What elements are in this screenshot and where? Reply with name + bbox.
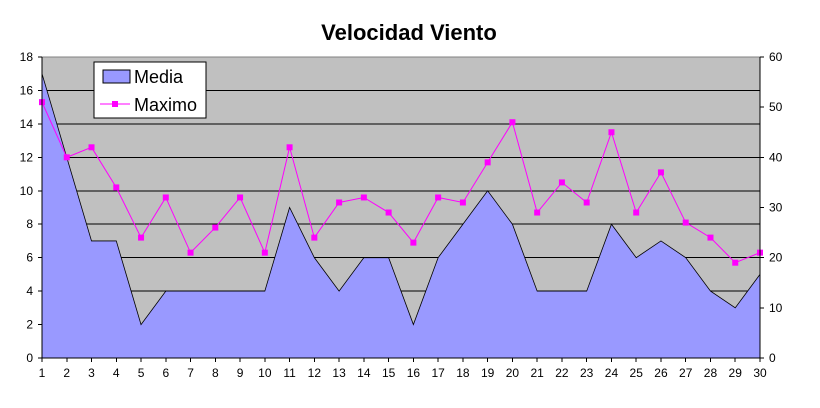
- x-tick-label: 2: [63, 366, 70, 380]
- x-tick-label: 1: [39, 366, 46, 380]
- x-tick-label: 27: [679, 366, 693, 380]
- x-tick-label: 16: [407, 366, 421, 380]
- x-tick-label: 10: [258, 366, 272, 380]
- series-maximo-point: [88, 144, 95, 151]
- x-tick-label: 25: [630, 366, 644, 380]
- series-maximo-point: [682, 219, 689, 226]
- series-maximo-point: [633, 209, 640, 216]
- series-maximo-point: [732, 259, 739, 266]
- x-tick-label: 6: [162, 366, 169, 380]
- series-maximo-point: [113, 184, 120, 191]
- x-tick-label: 17: [431, 366, 445, 380]
- y-tick-label-right: 50: [769, 100, 783, 114]
- series-maximo-point: [237, 194, 244, 201]
- y-tick-label-left: 4: [26, 284, 33, 298]
- y-tick-label-left: 8: [26, 217, 33, 231]
- legend-swatch-media: [102, 69, 131, 84]
- series-media-area: [41, 73, 761, 359]
- x-tick-label: 5: [138, 366, 145, 380]
- x-tick-label: 30: [753, 366, 767, 380]
- series-maximo-point: [385, 209, 392, 216]
- x-tick-label: 28: [704, 366, 718, 380]
- series-maximo-point: [212, 224, 219, 231]
- x-tick-label: 24: [605, 366, 619, 380]
- x-tick-label: 11: [283, 366, 296, 380]
- series-maximo-line: [41, 101, 761, 264]
- x-tick-label: 21: [530, 366, 544, 380]
- series-maximo-point: [484, 159, 491, 166]
- x-tick-label: 23: [580, 366, 594, 380]
- y-tick-label-right: 40: [769, 150, 783, 164]
- series-maximo-point: [286, 144, 293, 151]
- series-maximo-point: [138, 234, 145, 241]
- y-tick-label-left: 10: [20, 184, 34, 198]
- x-tick-label: 20: [506, 366, 520, 380]
- series-maximo-point: [435, 194, 442, 201]
- series-line-layer: [39, 99, 763, 266]
- series-maximo-point: [187, 249, 194, 256]
- x-tick-label: 7: [187, 366, 194, 380]
- x-tick-label: 12: [308, 366, 322, 380]
- series-maximo-point: [509, 119, 516, 126]
- series-maximo-point: [63, 154, 70, 161]
- x-tick-label: 13: [332, 366, 346, 380]
- series-maximo-point: [360, 194, 367, 201]
- y-tick-label-left: 16: [20, 83, 34, 97]
- series-maximo-point: [707, 234, 714, 241]
- x-tick-label: 4: [113, 366, 120, 380]
- legend-label-maximo: Maximo: [134, 95, 197, 115]
- series-maximo-point: [534, 209, 541, 216]
- series-maximo-point: [336, 199, 343, 206]
- series-area-layer: [41, 73, 761, 359]
- x-tick-label: 15: [382, 366, 396, 380]
- y-tick-label-left: 14: [20, 117, 34, 131]
- x-tick-label: 19: [481, 366, 495, 380]
- series-maximo-point: [657, 169, 664, 176]
- series-maximo-point: [410, 239, 417, 246]
- y-tick-label-left: 6: [26, 251, 33, 265]
- x-tick-label: 14: [357, 366, 371, 380]
- y-tick-label-right: 10: [769, 301, 783, 315]
- series-maximo-point: [459, 199, 466, 206]
- y-tick-label-left: 12: [20, 150, 34, 164]
- x-tick-label: 18: [456, 366, 470, 380]
- series-maximo-point: [583, 199, 590, 206]
- x-tick-label: 9: [237, 366, 244, 380]
- chart-title: Velocidad Viento: [321, 20, 497, 45]
- x-tick-label: 22: [555, 366, 569, 380]
- legend-label-media: Media: [134, 67, 184, 87]
- x-tick-label: 29: [729, 366, 743, 380]
- series-maximo-point: [261, 249, 268, 256]
- y-tick-label-right: 30: [769, 201, 783, 215]
- x-tick-label: 26: [654, 366, 668, 380]
- series-maximo-point: [608, 129, 615, 136]
- legend-marker-maximo: [112, 101, 118, 107]
- y-tick-label-right: 20: [769, 251, 783, 265]
- y-tick-label-left: 2: [26, 318, 33, 332]
- x-tick-label: 8: [212, 366, 219, 380]
- series-maximo-point: [558, 179, 565, 186]
- y-tick-label-right: 60: [769, 50, 783, 64]
- series-maximo-point: [311, 234, 318, 241]
- y-tick-label-left: 0: [26, 351, 33, 365]
- series-maximo-point: [162, 194, 169, 201]
- x-tick-label: 3: [88, 366, 95, 380]
- y-tick-label-left: 18: [20, 50, 34, 64]
- legend: Media Maximo: [93, 61, 207, 119]
- y-tick-label-right: 0: [769, 351, 776, 365]
